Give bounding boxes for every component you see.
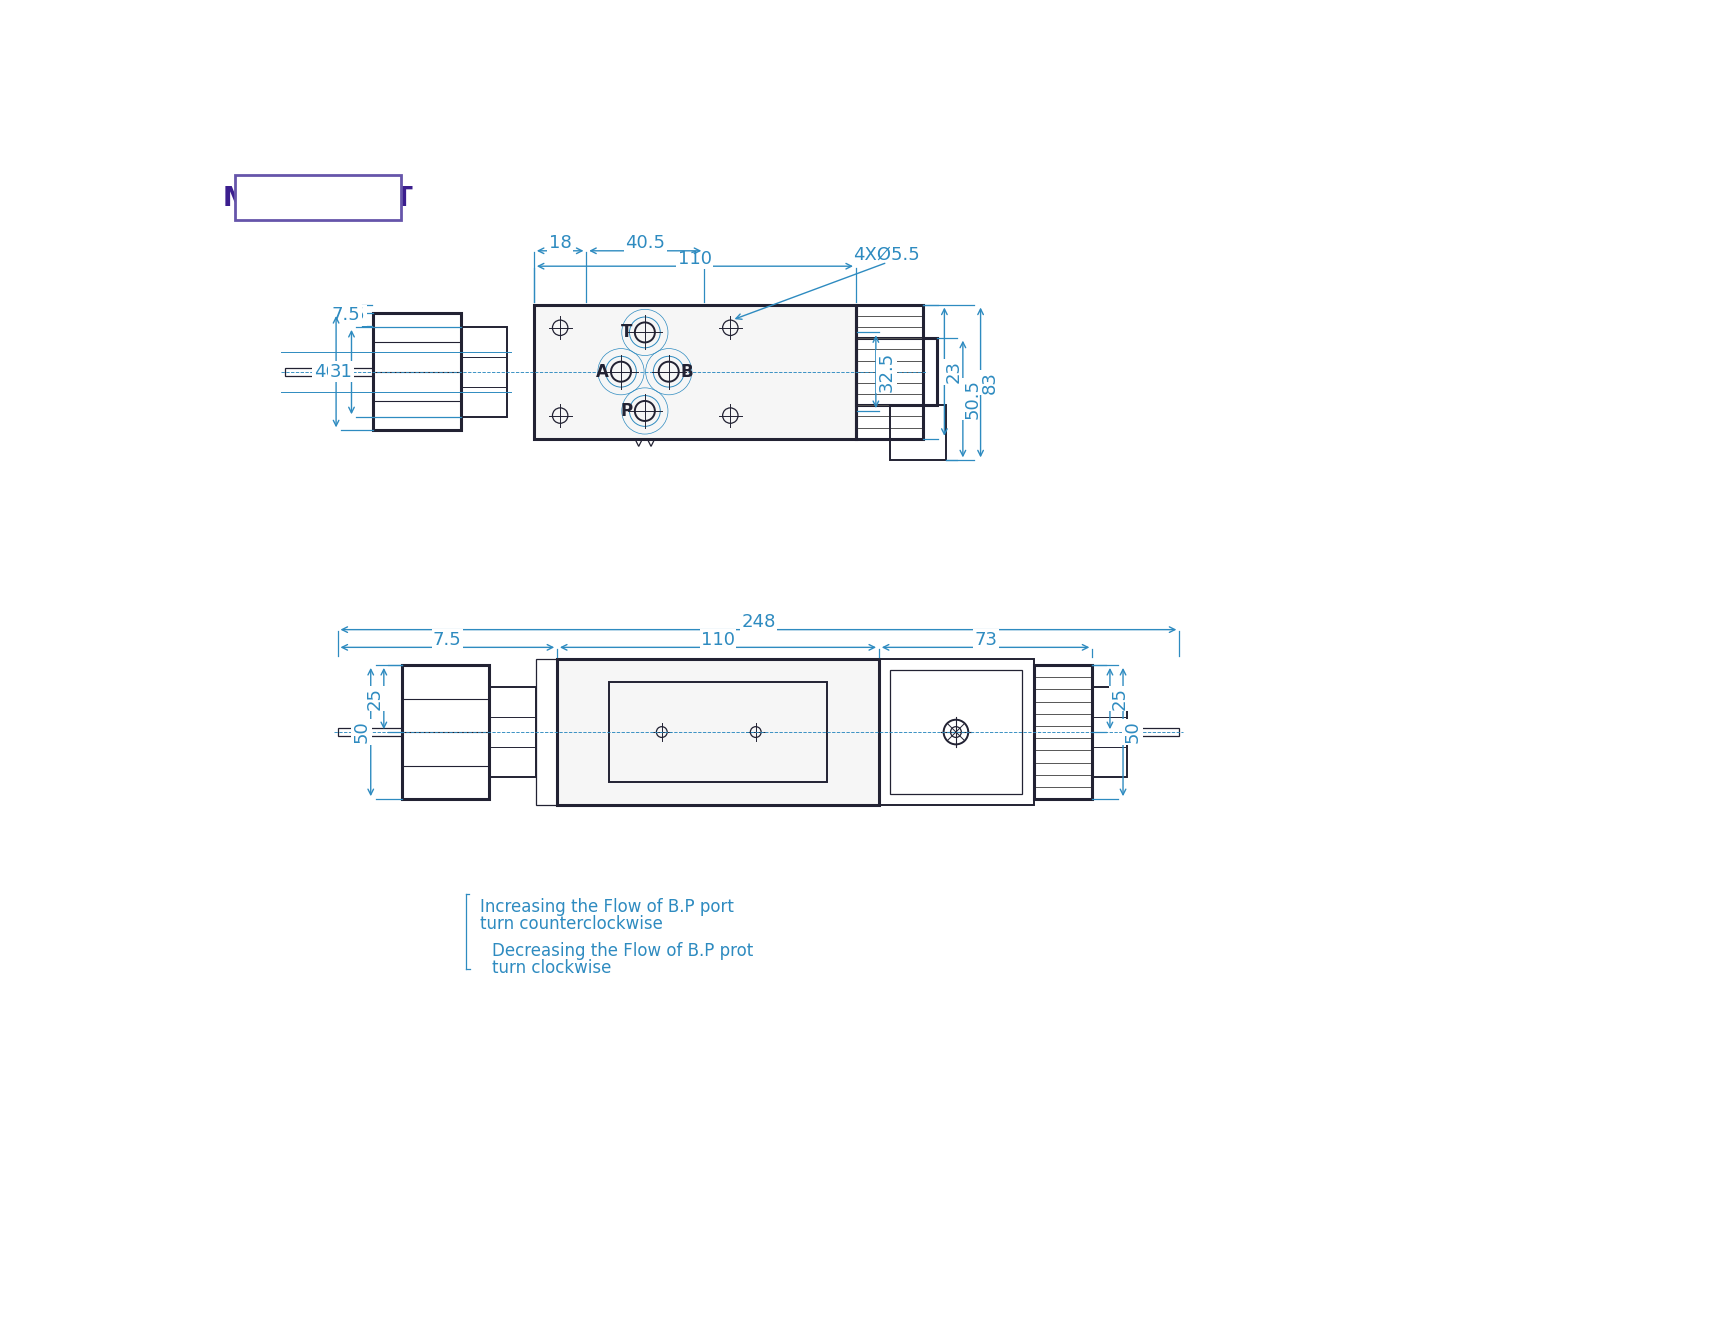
Text: Decreasing the Flow of B.P prot: Decreasing the Flow of B.P prot bbox=[491, 942, 753, 960]
Text: 25: 25 bbox=[1109, 686, 1128, 710]
Text: 110: 110 bbox=[700, 631, 734, 648]
Text: 7.5: 7.5 bbox=[336, 306, 365, 325]
Bar bbox=[490, 688, 536, 777]
Text: 50: 50 bbox=[1123, 721, 1142, 743]
Polygon shape bbox=[635, 438, 642, 446]
Text: turn counterclockwise: turn counterclockwise bbox=[479, 915, 663, 932]
Bar bbox=[878, 659, 1034, 805]
Text: 46: 46 bbox=[313, 363, 337, 380]
Text: T: T bbox=[621, 323, 632, 342]
Bar bbox=[856, 305, 923, 438]
Text: 18: 18 bbox=[550, 234, 572, 252]
Text: 83: 83 bbox=[981, 371, 998, 393]
Text: 4XØ5.5: 4XØ5.5 bbox=[853, 246, 919, 264]
Bar bbox=[1092, 688, 1126, 777]
Bar bbox=[461, 327, 507, 417]
Text: 40.5: 40.5 bbox=[625, 234, 666, 252]
Text: A: A bbox=[596, 363, 609, 380]
Text: 248: 248 bbox=[741, 612, 776, 631]
Bar bbox=[534, 305, 856, 438]
Bar bbox=[890, 671, 1022, 793]
Text: MST-02-P.B.T: MST-02-P.B.T bbox=[223, 186, 414, 213]
Bar bbox=[536, 659, 556, 805]
Text: 50.5: 50.5 bbox=[964, 379, 983, 418]
Text: P: P bbox=[620, 403, 632, 420]
Text: 23: 23 bbox=[945, 360, 962, 383]
Bar bbox=[1126, 729, 1180, 737]
Text: 50: 50 bbox=[353, 721, 370, 743]
Text: B: B bbox=[681, 363, 693, 380]
Text: turn clockwise: turn clockwise bbox=[491, 960, 611, 977]
Text: Increasing the Flow of B.P port: Increasing the Flow of B.P port bbox=[479, 898, 734, 916]
Text: 7.5: 7.5 bbox=[332, 306, 361, 325]
Text: 7.5: 7.5 bbox=[433, 631, 462, 648]
Text: 32.5: 32.5 bbox=[878, 351, 895, 392]
Text: 25: 25 bbox=[366, 686, 383, 710]
Bar bbox=[856, 338, 938, 405]
Bar bbox=[337, 729, 402, 737]
Text: 73: 73 bbox=[974, 631, 996, 648]
Bar bbox=[286, 368, 373, 376]
Text: 31: 31 bbox=[329, 363, 353, 380]
Bar bbox=[373, 313, 461, 430]
Bar bbox=[402, 665, 490, 799]
Bar bbox=[609, 682, 827, 781]
Text: 110: 110 bbox=[678, 249, 712, 268]
Bar bbox=[890, 405, 947, 461]
FancyBboxPatch shape bbox=[235, 176, 401, 220]
Polygon shape bbox=[647, 438, 656, 446]
Bar bbox=[556, 659, 878, 805]
Bar bbox=[1034, 665, 1092, 799]
